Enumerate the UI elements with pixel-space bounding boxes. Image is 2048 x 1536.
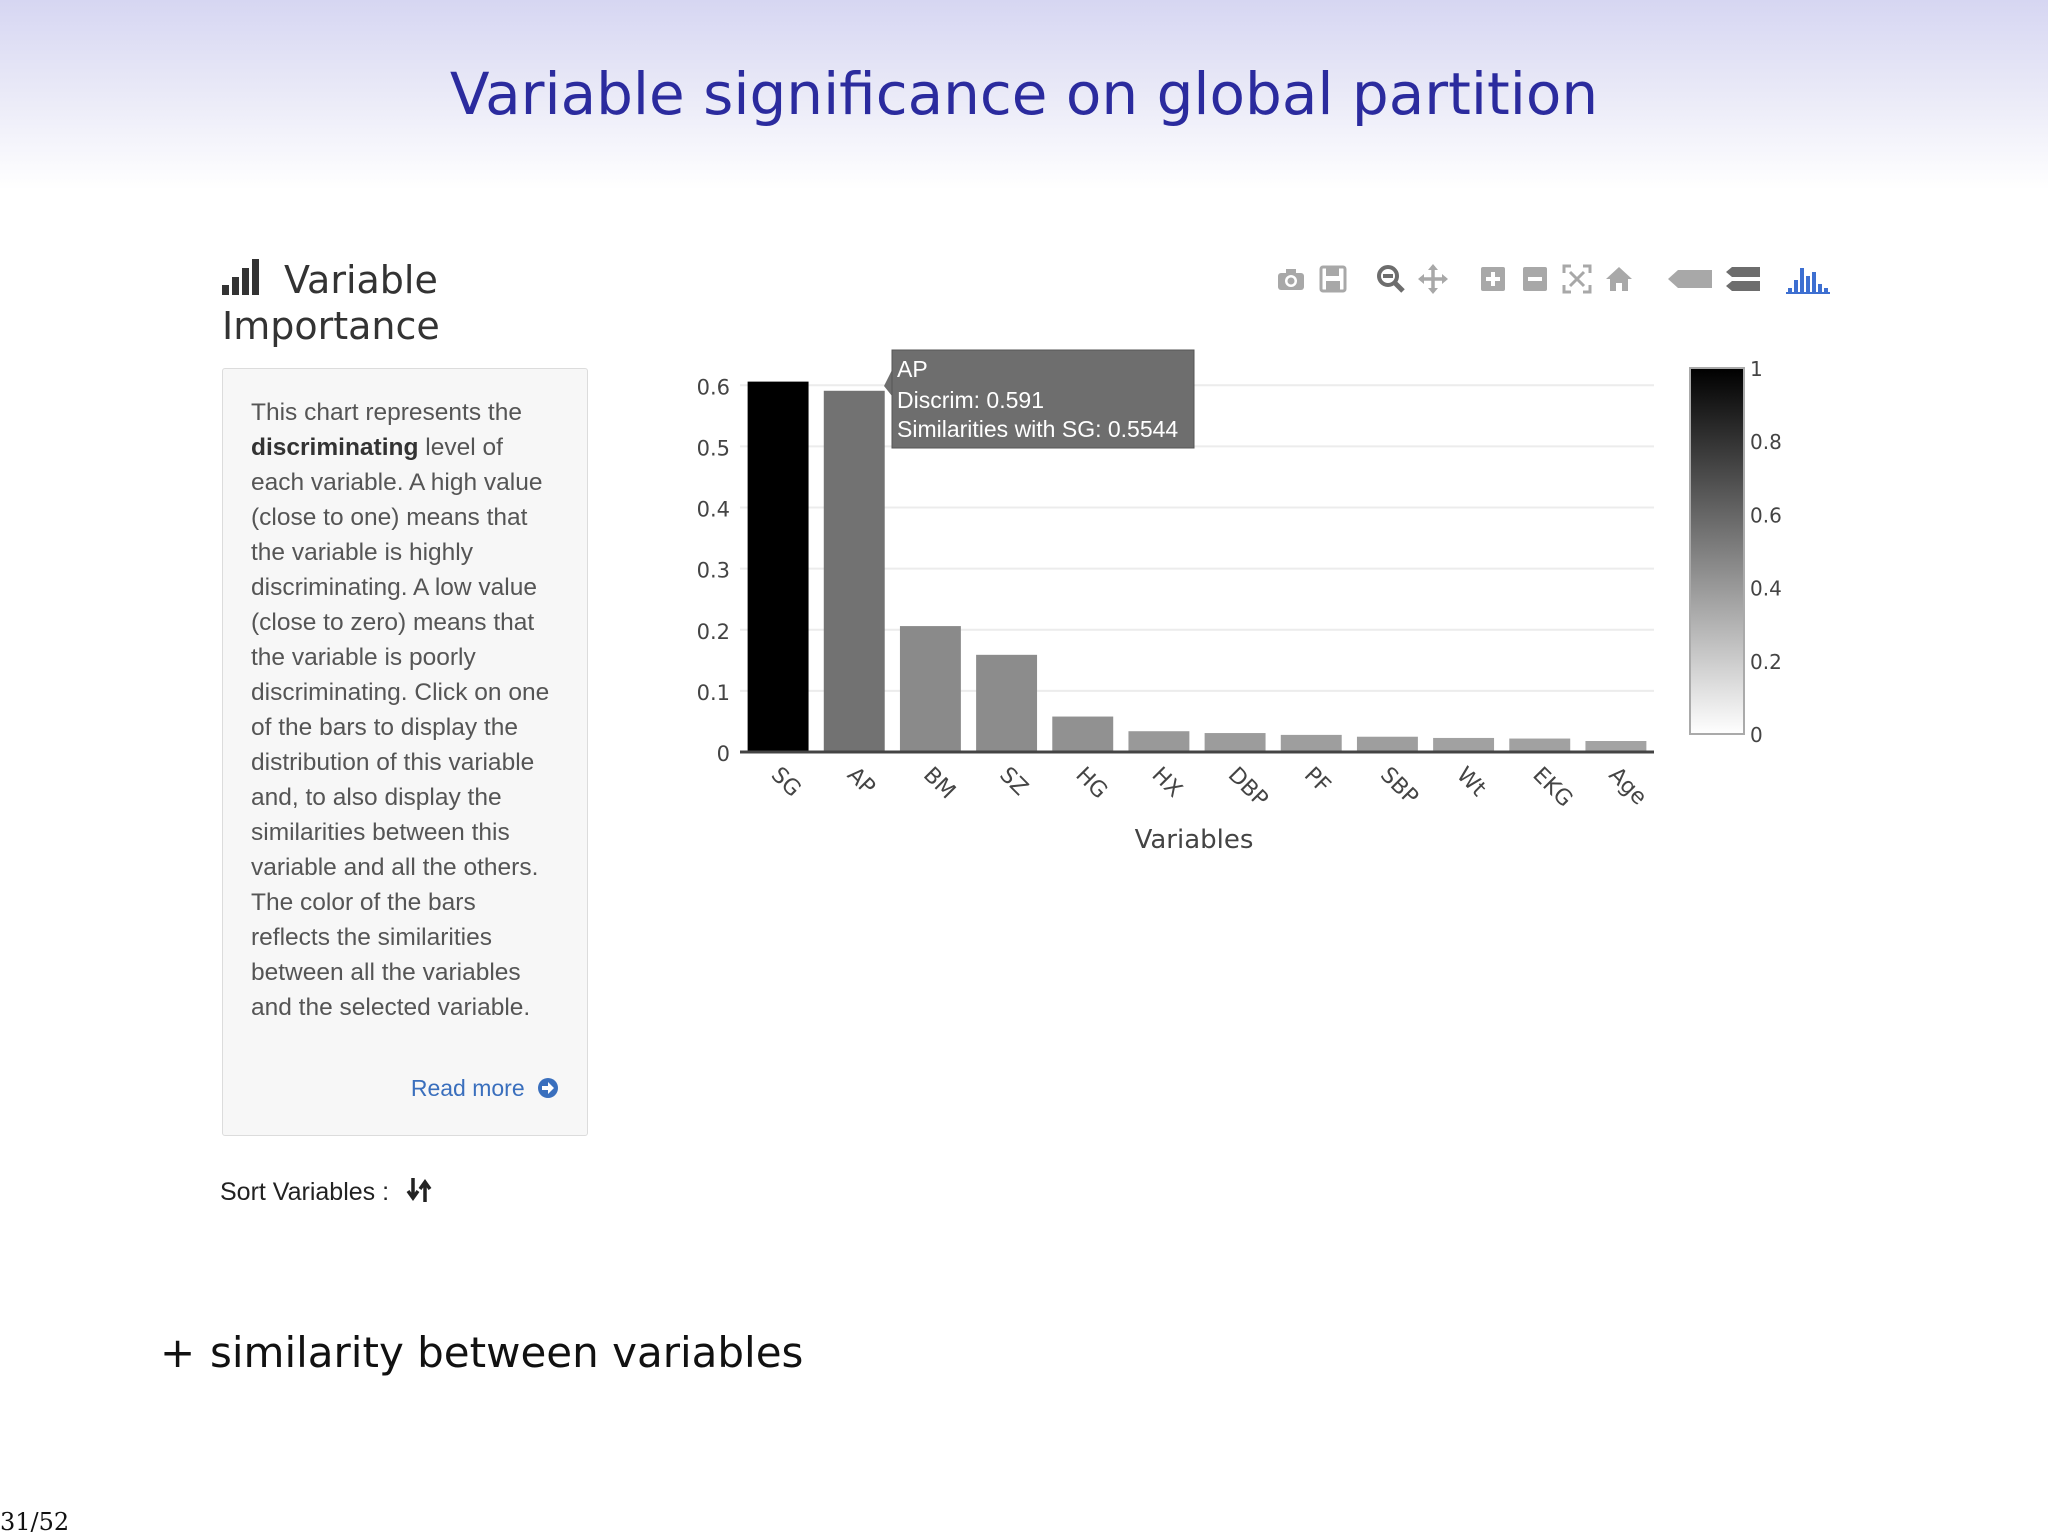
- bullet-text: similarity between variables: [210, 1328, 804, 1377]
- y-tick-label: 0.3: [697, 559, 730, 583]
- bar-bm[interactable]: [899, 626, 961, 752]
- x-axis-label: Variables: [1135, 825, 1254, 855]
- description-bold: discriminating: [251, 434, 419, 461]
- arrow-circle-right-icon: [537, 1077, 559, 1105]
- tooltip-similarities: Similarities with SG: 0.5544: [897, 416, 1178, 442]
- plus-icon: +: [160, 1328, 196, 1377]
- y-tick-label: 0.4: [697, 498, 730, 522]
- plotly-logo-icon[interactable]: [1786, 264, 1832, 294]
- hover-closest-icon[interactable]: [1668, 264, 1712, 294]
- colorbar-tick-label: 0.4: [1750, 577, 1782, 601]
- bar-ekg[interactable]: [1509, 738, 1571, 752]
- y-tick-label: 0: [717, 742, 730, 766]
- bar-hx[interactable]: [1128, 731, 1190, 752]
- bar-pf[interactable]: [1280, 734, 1342, 752]
- colorbar: 0 0.2 0.4 0.6 0.8 1: [1689, 357, 1782, 747]
- colorbar-tick-label: 0.2: [1750, 650, 1782, 674]
- x-tick-label: PF: [1299, 763, 1335, 799]
- x-tick-label: BM: [918, 763, 960, 805]
- x-tick-label: SZ: [994, 763, 1032, 801]
- tooltip-pointer: [884, 370, 892, 396]
- sort-variables: Sort Variables :: [220, 1176, 432, 1211]
- colorbar-gradient: [1689, 367, 1745, 735]
- hover-tooltip: AP Discrim: 0.591 Similarities with SG: …: [884, 349, 1195, 449]
- zoom-in-icon[interactable]: [1478, 264, 1508, 294]
- bar-dbp[interactable]: [1204, 733, 1266, 752]
- y-tick-label: 0.6: [697, 375, 730, 399]
- panel-title-line1: Variable: [284, 258, 438, 302]
- colorbar-tick-label: 0: [1750, 723, 1763, 747]
- x-tick-label: EKG: [1528, 763, 1578, 813]
- bar-sbp[interactable]: [1356, 736, 1418, 752]
- bar-ap[interactable]: [823, 390, 885, 752]
- zoom-out-icon[interactable]: [1520, 264, 1550, 294]
- x-tick-label: Wt: [1451, 763, 1490, 802]
- bar-chart-icon: [222, 259, 262, 304]
- save-icon[interactable]: [1318, 264, 1348, 294]
- description-pre: This chart represents the: [251, 399, 522, 426]
- bar-wt[interactable]: [1433, 737, 1495, 752]
- bar-hg[interactable]: [1052, 716, 1114, 752]
- tooltip-title: AP: [897, 356, 928, 382]
- pan-icon[interactable]: [1418, 264, 1448, 294]
- sort-icon[interactable]: [406, 1176, 432, 1211]
- tooltip-discrim: Discrim: 0.591: [897, 387, 1044, 413]
- read-more-link[interactable]: Read more: [411, 1075, 559, 1105]
- y-tick-label: 0.1: [697, 681, 730, 705]
- colorbar-tick-label: 1: [1750, 357, 1763, 381]
- description-box: This chart represents the discriminating…: [222, 368, 588, 1136]
- slide-title: Variable significance on global partitio…: [449, 60, 1599, 128]
- x-tick-label: DBP: [1223, 763, 1273, 813]
- x-tick-label: HX: [1147, 763, 1187, 803]
- panel-title: Variable Importance: [222, 258, 522, 348]
- bullet-item: + similarity between variables: [160, 1328, 803, 1377]
- tooltip-box: [891, 349, 1195, 449]
- colorbar-tick-label: 0.8: [1750, 430, 1782, 454]
- bar-sz[interactable]: [976, 654, 1038, 752]
- x-tick-label: SG: [766, 763, 806, 803]
- bar-sg[interactable]: [747, 381, 809, 752]
- autoscale-icon[interactable]: [1562, 264, 1592, 294]
- read-more-label: Read more: [410, 1075, 525, 1101]
- description-text: This chart represents the discriminating…: [251, 395, 561, 1025]
- description-post: level of each variable. A high value (cl…: [251, 434, 550, 1021]
- page-number: 31/52: [0, 1508, 70, 1536]
- camera-icon[interactable]: [1276, 264, 1306, 294]
- bar-age[interactable]: [1585, 740, 1647, 752]
- panel-title-line2: Importance: [222, 304, 440, 348]
- y-tick-label: 0.5: [697, 436, 730, 460]
- zoom-icon[interactable]: [1376, 264, 1406, 294]
- colorbar-tick-label: 0.6: [1750, 503, 1782, 527]
- x-tick-label: AP: [842, 763, 880, 801]
- hover-compare-icon[interactable]: [1726, 264, 1760, 294]
- y-tick-label: 0.2: [697, 620, 730, 644]
- sort-label: Sort Variables :: [220, 1178, 390, 1206]
- x-tick-label: Age: [1604, 763, 1652, 811]
- slide-header: [0, 0, 2048, 190]
- reset-axes-icon[interactable]: [1604, 264, 1634, 294]
- x-tick-label: SBP: [1375, 763, 1423, 811]
- x-tick-label: HG: [1071, 763, 1112, 804]
